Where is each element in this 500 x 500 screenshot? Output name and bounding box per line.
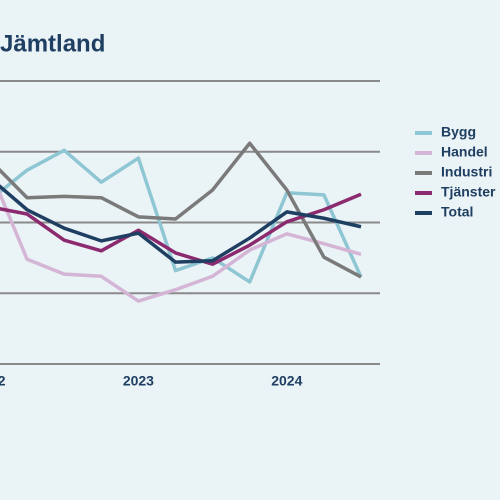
series-line [0,189,362,303]
legend-label: Bygg [441,124,476,140]
series-line [0,184,362,264]
series-line [0,141,362,279]
x-tick-label: 2022 [0,373,6,389]
legend-label: Handel [441,144,488,160]
legend-label: Industri [441,164,492,180]
series-line [0,148,363,284]
x-tick-label: 2023 [123,373,154,389]
chart-title: Jämtland [0,30,105,57]
legend-label: Total [441,204,473,220]
series-line [0,192,362,266]
x-tick-label: 2024 [271,373,302,389]
legend-label: Tjänster [441,184,496,200]
